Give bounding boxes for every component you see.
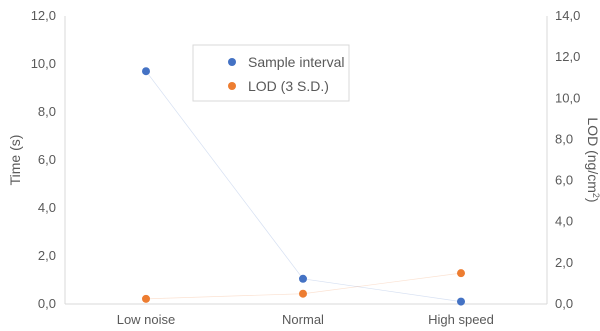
left-tick-label: 2,0 bbox=[38, 248, 56, 263]
right-tick-label: 4,0 bbox=[555, 214, 573, 229]
left-axis-ticks: 0,0 2,0 4,0 6,0 8,0 10,0 12,0 bbox=[31, 8, 56, 311]
left-tick-label: 8,0 bbox=[38, 104, 56, 119]
legend-marker-sample-interval bbox=[228, 58, 236, 66]
right-tick-label: 6,0 bbox=[555, 173, 573, 188]
right-axis-title-superscript: 2 bbox=[591, 193, 600, 198]
x-tick-label: High speed bbox=[428, 312, 494, 327]
data-point-0 bbox=[142, 67, 150, 76]
right-tick-label: 12,0 bbox=[555, 49, 580, 64]
left-tick-label: 10,0 bbox=[31, 56, 56, 71]
right-tick-label: 10,0 bbox=[555, 90, 580, 105]
data-point-1 bbox=[142, 294, 150, 303]
left-axis-title: Time (s) bbox=[7, 135, 23, 186]
x-tick-label: Low noise bbox=[117, 312, 176, 327]
left-tick-label: 4,0 bbox=[38, 200, 56, 215]
series-line-0 bbox=[145, 70, 462, 302]
left-tick-label: 0,0 bbox=[38, 296, 56, 311]
series-layer bbox=[142, 67, 465, 306]
right-tick-label: 8,0 bbox=[555, 131, 573, 146]
right-tick-label: 0,0 bbox=[555, 296, 573, 311]
right-tick-label: 14,0 bbox=[555, 8, 580, 23]
data-point-1 bbox=[299, 289, 307, 298]
legend: Sample interval LOD (3 S.D.) bbox=[192, 44, 350, 102]
data-point-0 bbox=[457, 297, 465, 306]
legend-label-lod: LOD (3 S.D.) bbox=[248, 78, 329, 94]
right-tick-label: 2,0 bbox=[555, 255, 573, 270]
legend-label-sample-interval: Sample interval bbox=[248, 54, 345, 70]
x-tick-label: Normal bbox=[282, 312, 324, 327]
legend-box bbox=[192, 44, 350, 102]
left-tick-label: 6,0 bbox=[38, 152, 56, 167]
right-axis-ticks: 0,0 2,0 4,0 6,0 8,0 10,0 12,0 14,0 bbox=[555, 8, 580, 311]
right-axis-title: LOD (ng/cm2) bbox=[585, 117, 600, 202]
data-point-0 bbox=[299, 274, 307, 283]
legend-marker-lod bbox=[228, 82, 236, 90]
data-point-1 bbox=[457, 269, 465, 278]
x-axis-ticks: Low noise Normal High speed bbox=[117, 312, 494, 327]
left-tick-label: 12,0 bbox=[31, 8, 56, 23]
